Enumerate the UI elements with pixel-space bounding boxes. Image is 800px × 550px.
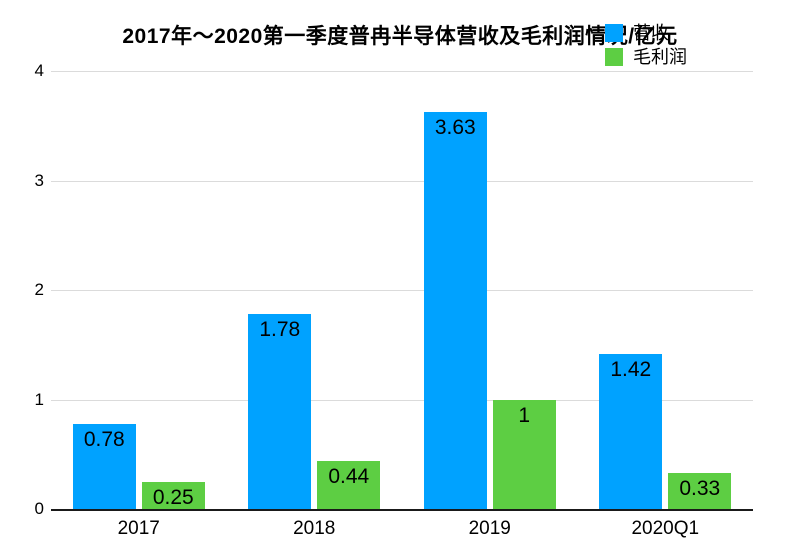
x-tick-label-2018: 2018 bbox=[293, 518, 336, 539]
bar-gross-profit-2018: 0.44 bbox=[317, 460, 381, 509]
legend-item-revenue: 营收 bbox=[605, 24, 687, 42]
legend-swatch-gross-profit bbox=[605, 48, 623, 66]
bar-value-label-gross-profit-2020Q1: 0.33 bbox=[679, 476, 721, 500]
bar-value-label-revenue-2018: 1.78 bbox=[259, 318, 301, 342]
bar-value-label-revenue-2017: 0.78 bbox=[83, 427, 125, 451]
bar-revenue-2017: 0.78 bbox=[72, 423, 136, 509]
x-tick-label-2017: 2017 bbox=[117, 518, 160, 539]
y-tick-label-4: 4 bbox=[34, 61, 44, 80]
x-tick-label-2019: 2019 bbox=[468, 518, 511, 539]
bar-revenue-2019: 3.63 bbox=[423, 111, 487, 509]
gridline-y-4 bbox=[51, 71, 753, 72]
bar-gross-profit-2020Q1: 0.33 bbox=[668, 472, 732, 509]
bar-value-label-revenue-2019: 3.63 bbox=[434, 115, 476, 139]
legend: 营收 毛利润 bbox=[605, 24, 687, 72]
y-tick-label-1: 1 bbox=[34, 389, 44, 409]
legend-item-gross-profit: 毛利润 bbox=[605, 48, 687, 66]
bar-revenue-2018: 1.78 bbox=[248, 314, 312, 509]
gridline-y-1 bbox=[51, 399, 753, 401]
bar-revenue-2020Q1: 1.42 bbox=[599, 353, 663, 509]
bar-gross-profit-2019: 1 bbox=[492, 399, 556, 509]
gridline-y-3 bbox=[51, 180, 753, 182]
plot-area: 0.78 0.25 1.78 0.44 3.63 1 1.42 0.33 bbox=[51, 71, 753, 511]
bar-value-label-revenue-2020Q1: 1.42 bbox=[610, 357, 652, 381]
y-tick-label-2: 2 bbox=[34, 280, 44, 299]
bar-gross-profit-2017: 0.25 bbox=[141, 481, 205, 509]
legend-label-gross-profit: 毛利润 bbox=[633, 47, 687, 67]
chart-title: 2017年～2020第一季度普冉半导体营收及毛利润情况/亿元 bbox=[122, 25, 678, 48]
x-tick-label-2020Q1: 2020Q1 bbox=[631, 518, 700, 539]
y-tick-label-3: 3 bbox=[34, 170, 44, 190]
bar-value-label-gross-profit-2018: 0.44 bbox=[328, 464, 370, 488]
legend-swatch-revenue bbox=[605, 24, 623, 42]
bar-value-label-gross-profit-2019: 1 bbox=[518, 403, 531, 427]
gridline-y-2 bbox=[51, 290, 753, 291]
legend-label-revenue: 营收 bbox=[633, 23, 669, 43]
y-tick-label-0: 0 bbox=[34, 499, 44, 518]
bar-value-label-gross-profit-2017: 0.25 bbox=[152, 485, 194, 509]
